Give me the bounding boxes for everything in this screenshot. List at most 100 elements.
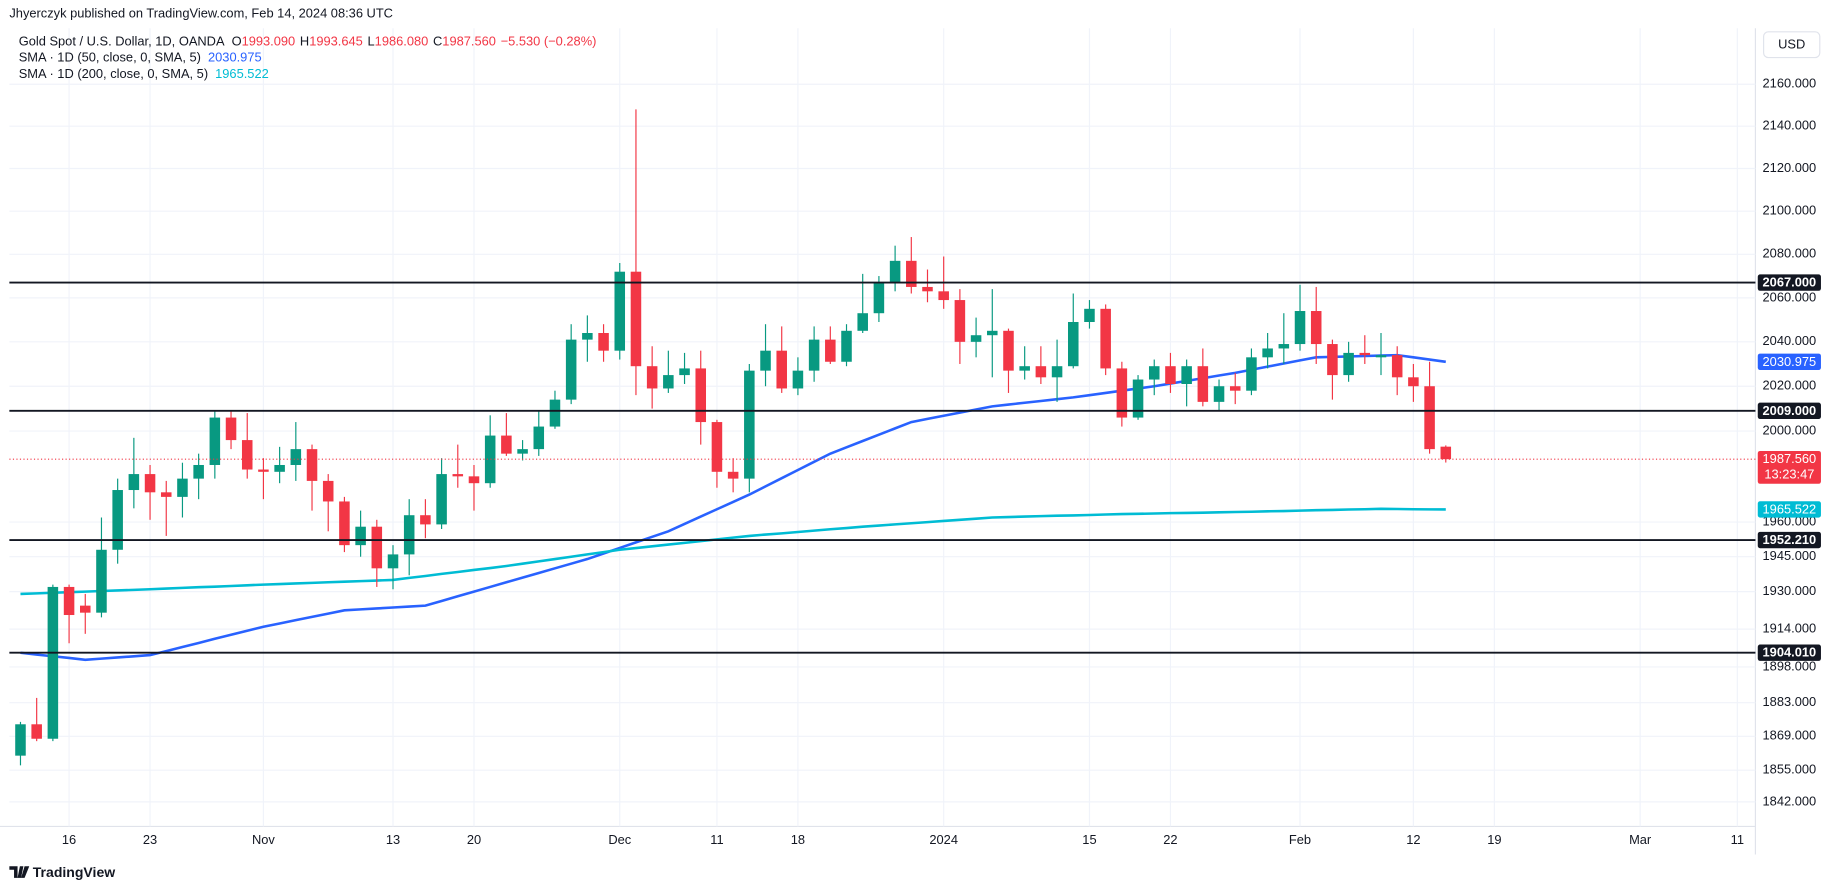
candle-body	[630, 271, 642, 367]
candle-body	[1132, 379, 1144, 418]
legend-value: 1965.522	[215, 67, 269, 82]
y-tick-label: 1930.000	[1763, 583, 1817, 598]
y-tick-label: 2000.000	[1763, 422, 1817, 437]
x-tick-label: Dec	[608, 832, 631, 847]
candle-body	[695, 368, 707, 423]
symbol-title: Gold Spot / U.S. Dollar, 1D, OANDA	[19, 34, 225, 49]
currency-label: USD	[1778, 37, 1805, 52]
brand-logo	[9, 866, 30, 878]
y-tick-label: 2020.000	[1763, 378, 1817, 393]
candle-body	[841, 330, 852, 362]
candle-body	[1181, 366, 1192, 384]
level-tag	[1757, 644, 1821, 661]
candle-body	[452, 474, 464, 477]
x-tick-label: 12	[1406, 832, 1420, 847]
candle-body	[193, 464, 204, 479]
candle-body	[1067, 321, 1079, 367]
currency-button[interactable]	[1763, 31, 1821, 59]
candle-body	[873, 282, 885, 314]
level-tag-label: 1952.210	[1763, 532, 1817, 547]
legend-value: 2030.975	[208, 50, 262, 65]
level-tag	[1757, 274, 1821, 291]
header: Jhyerczyk published on TradingView.com, …	[9, 6, 393, 21]
candle-body	[112, 490, 123, 550]
candle-body	[241, 440, 253, 470]
candle-body	[1246, 357, 1257, 391]
candle-body	[1100, 308, 1111, 369]
candle-body	[1084, 308, 1095, 322]
y-tick-label: 1945.000	[1763, 548, 1817, 563]
sma-tag-label: 1965.522	[1763, 501, 1817, 516]
candle-body	[160, 492, 172, 497]
candle-body	[420, 515, 431, 525]
candle-body	[1359, 352, 1371, 356]
sma-line	[20, 507, 1446, 596]
candle-body	[792, 370, 804, 389]
candle-body	[1197, 366, 1209, 402]
candle-body	[274, 464, 285, 472]
y-tick-label: 2080.000	[1763, 246, 1817, 261]
candle-body	[1019, 366, 1030, 371]
x-tick-label: 20	[467, 832, 481, 847]
x-tick-label: 16	[62, 832, 76, 847]
candle-body	[1148, 366, 1160, 380]
candle-body	[436, 474, 447, 525]
candle-body	[484, 435, 496, 484]
candle-body	[987, 330, 998, 336]
x-tick-label: 11	[710, 832, 723, 847]
candle-body	[339, 501, 350, 546]
candle-body	[225, 417, 237, 441]
x-tick-label: 2024	[929, 832, 958, 847]
candle-body	[922, 286, 933, 292]
candle-body	[1327, 344, 1338, 376]
level-tag-label: 2067.000	[1763, 275, 1817, 290]
sma-tag	[1757, 353, 1821, 371]
candle-body	[47, 586, 59, 739]
candle-body	[258, 469, 269, 472]
candle-body	[1310, 311, 1322, 345]
ohlc-value: 1986.080	[375, 34, 429, 49]
candle-body	[128, 474, 140, 491]
candle-body	[1116, 368, 1128, 418]
candle-body	[322, 480, 334, 502]
sma-line	[20, 353, 1446, 662]
x-tick-label: Mar	[1629, 832, 1652, 847]
legend-entry: SMA · 1D (200, close, 0, SMA, 5) 1965.522	[19, 67, 269, 82]
ohlc-key: O	[232, 34, 242, 49]
y-tick-label: 1914.000	[1763, 621, 1817, 636]
candle-body	[96, 549, 107, 613]
candle-body	[889, 260, 901, 283]
candle-body	[144, 474, 156, 493]
candle-body	[1003, 330, 1014, 371]
candle-body	[646, 366, 658, 389]
change-value: −5.530 (−0.28%)	[501, 34, 597, 49]
candle-body	[906, 260, 917, 287]
candle-body	[760, 350, 771, 371]
candle-body	[857, 313, 868, 331]
candle-body	[517, 449, 528, 454]
legend-name: SMA · 1D (50, close, 0, SMA, 5)	[19, 50, 201, 65]
candle-body	[598, 333, 609, 351]
candle-body	[533, 426, 545, 450]
candle-body	[1229, 386, 1241, 391]
legend-name: SMA · 1D (200, close, 0, SMA, 5)	[19, 67, 208, 82]
legend-title: Gold Spot / U.S. Dollar, 1D, OANDA O1993.…	[19, 34, 597, 49]
candle-body	[1375, 355, 1387, 358]
level-tag	[1757, 402, 1821, 420]
candle-body	[1165, 366, 1176, 384]
y-tick-label: 2140.000	[1763, 118, 1817, 133]
ohlc-value: 1993.090	[242, 34, 296, 49]
candle-body	[954, 300, 966, 342]
y-tick-label: 2060.000	[1763, 289, 1817, 304]
y-tick-label: 1898.000	[1763, 658, 1817, 673]
x-tick-label: 19	[1487, 832, 1501, 847]
y-tick-label: 1869.000	[1763, 728, 1817, 743]
candle-body	[679, 368, 690, 376]
y-tick-label: 2100.000	[1763, 203, 1817, 218]
countdown-label: 13:23:47	[1764, 466, 1814, 481]
level-tag-label: 2009.000	[1763, 403, 1817, 418]
candle-body	[727, 471, 739, 479]
